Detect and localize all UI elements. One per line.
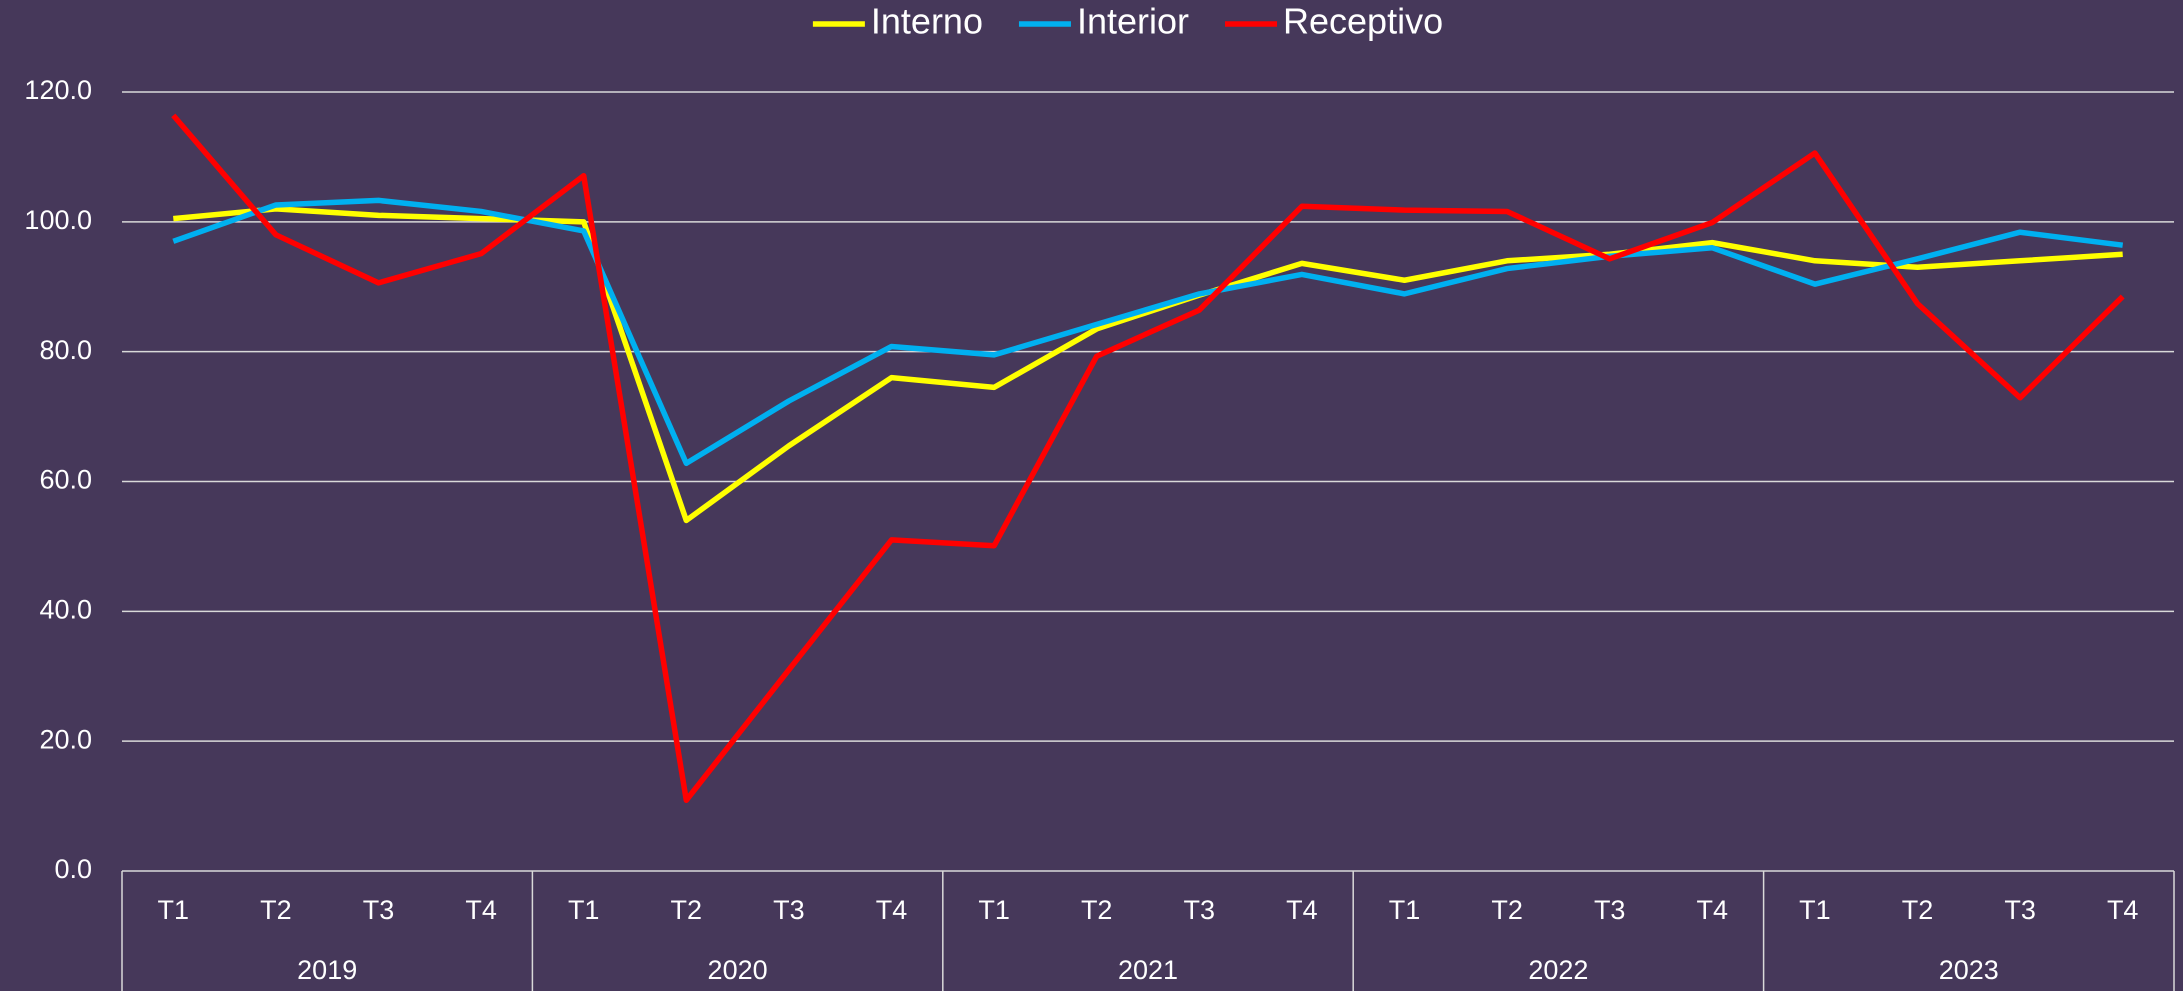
x-group-label: 2023 — [1939, 955, 1999, 985]
x-tick-label: T4 — [465, 895, 497, 925]
legend-label: Interno — [871, 1, 983, 42]
x-tick-label: T3 — [1594, 895, 1626, 925]
x-group-label: 2019 — [297, 955, 357, 985]
x-tick-label: T4 — [1697, 895, 1729, 925]
x-tick-label: T1 — [1389, 895, 1421, 925]
x-tick-label: T2 — [1491, 895, 1523, 925]
legend-label: Interior — [1077, 1, 1189, 42]
series-line — [171, 113, 2125, 803]
x-tick-label: T3 — [363, 895, 395, 925]
series-line — [173, 206, 2123, 524]
x-tick-label: T2 — [1902, 895, 1934, 925]
x-tick-label: T1 — [978, 895, 1010, 925]
y-tick-label: 100.0 — [24, 205, 92, 235]
y-tick-label: 120.0 — [24, 75, 92, 105]
y-tick-label: 40.0 — [39, 594, 92, 624]
x-tick-label: T2 — [671, 895, 703, 925]
x-tick-label: T4 — [2107, 895, 2139, 925]
series-line — [172, 197, 2124, 467]
x-tick-label: T1 — [158, 895, 190, 925]
x-tick-label: T1 — [1799, 895, 1831, 925]
x-group-label: 2022 — [1528, 955, 1588, 985]
x-tick-label: T4 — [1286, 895, 1318, 925]
x-tick-label: T3 — [773, 895, 805, 925]
y-tick-label: 80.0 — [39, 335, 92, 365]
x-tick-label: T2 — [260, 895, 292, 925]
x-tick-label: T1 — [568, 895, 600, 925]
x-group-label: 2020 — [708, 955, 768, 985]
x-tick-label: T4 — [876, 895, 908, 925]
y-tick-label: 20.0 — [39, 724, 92, 754]
legend-label: Receptivo — [1283, 1, 1443, 42]
y-tick-label: 60.0 — [39, 465, 92, 495]
x-tick-label: T3 — [2004, 895, 2036, 925]
y-tick-label: 0.0 — [54, 854, 92, 884]
x-group-label: 2021 — [1118, 955, 1178, 985]
x-tick-label: T2 — [1081, 895, 1113, 925]
x-tick-label: T3 — [1184, 895, 1216, 925]
